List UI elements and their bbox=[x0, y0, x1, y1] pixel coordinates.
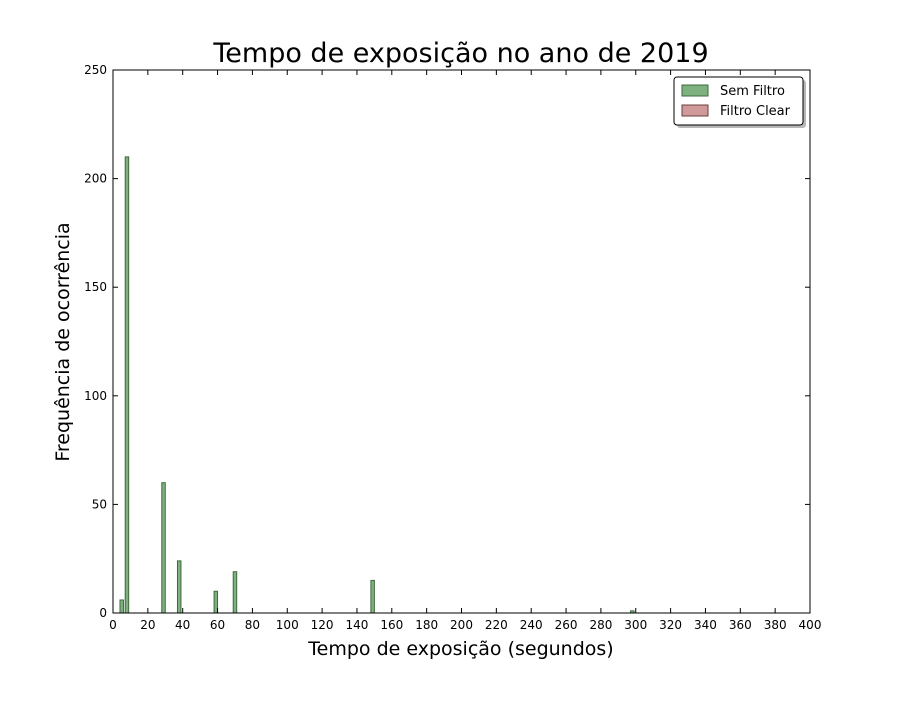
x-tick-label: 380 bbox=[764, 618, 787, 632]
legend: Sem Filtro Filtro Clear bbox=[673, 76, 806, 128]
x-tick-label: 360 bbox=[729, 618, 752, 632]
histogram-bar bbox=[124, 156, 130, 614]
y-tick-label: 150 bbox=[84, 280, 107, 294]
y-tick-label: 250 bbox=[84, 63, 107, 77]
x-tick-label: 120 bbox=[311, 618, 334, 632]
x-tick-label: 140 bbox=[345, 618, 368, 632]
histogram-bar bbox=[370, 579, 375, 614]
legend-label: Sem Filtro bbox=[720, 84, 785, 99]
bars-layer bbox=[119, 156, 635, 614]
legend-label: Filtro Clear bbox=[720, 104, 791, 119]
y-tick-label: 0 bbox=[99, 606, 107, 620]
x-tick-label: 240 bbox=[520, 618, 543, 632]
x-tick-label: 260 bbox=[555, 618, 578, 632]
x-tick-label: 400 bbox=[799, 618, 822, 632]
x-tick-label: 80 bbox=[245, 618, 260, 632]
x-tick-label: 160 bbox=[380, 618, 403, 632]
y-axis-title: Frequência de ocorrência bbox=[52, 222, 74, 461]
x-tick-label: 280 bbox=[589, 618, 612, 632]
histogram-bar bbox=[161, 482, 166, 614]
x-tick-label: 180 bbox=[415, 618, 438, 632]
x-tick-label: 40 bbox=[175, 618, 190, 632]
x-tick-label: 20 bbox=[140, 618, 155, 632]
x-tick-label: 100 bbox=[276, 618, 299, 632]
histogram-bar bbox=[213, 590, 219, 614]
histogram-bar bbox=[176, 560, 182, 614]
x-tick-label: 0 bbox=[109, 618, 117, 632]
x-tick-label: 200 bbox=[450, 618, 473, 632]
histogram-bar bbox=[119, 599, 124, 614]
y-tick-label: 50 bbox=[92, 497, 107, 511]
plot-frame bbox=[112, 69, 811, 614]
legend-swatch bbox=[681, 84, 709, 97]
x-tick-label: 340 bbox=[694, 618, 717, 632]
x-tick-label: 220 bbox=[485, 618, 508, 632]
x-axis-title: Tempo de exposição (segundos) bbox=[307, 638, 613, 660]
chart-title: Tempo de exposição no ano de 2019 bbox=[212, 38, 708, 69]
legend-swatch bbox=[681, 104, 709, 117]
y-tick-label: 200 bbox=[84, 172, 107, 186]
ticks-layer: 0 20 40 60 80 100 120 140 160 180 200 220 240 260 280 3… bbox=[84, 63, 821, 632]
x-tick-label: 60 bbox=[210, 618, 225, 632]
x-tick-label: 300 bbox=[624, 618, 647, 632]
histogram-bar bbox=[232, 571, 238, 614]
legend-items: Sem Filtro Filtro Clear bbox=[681, 84, 791, 119]
y-tick-label: 100 bbox=[84, 389, 107, 403]
x-tick-label: 320 bbox=[659, 618, 682, 632]
